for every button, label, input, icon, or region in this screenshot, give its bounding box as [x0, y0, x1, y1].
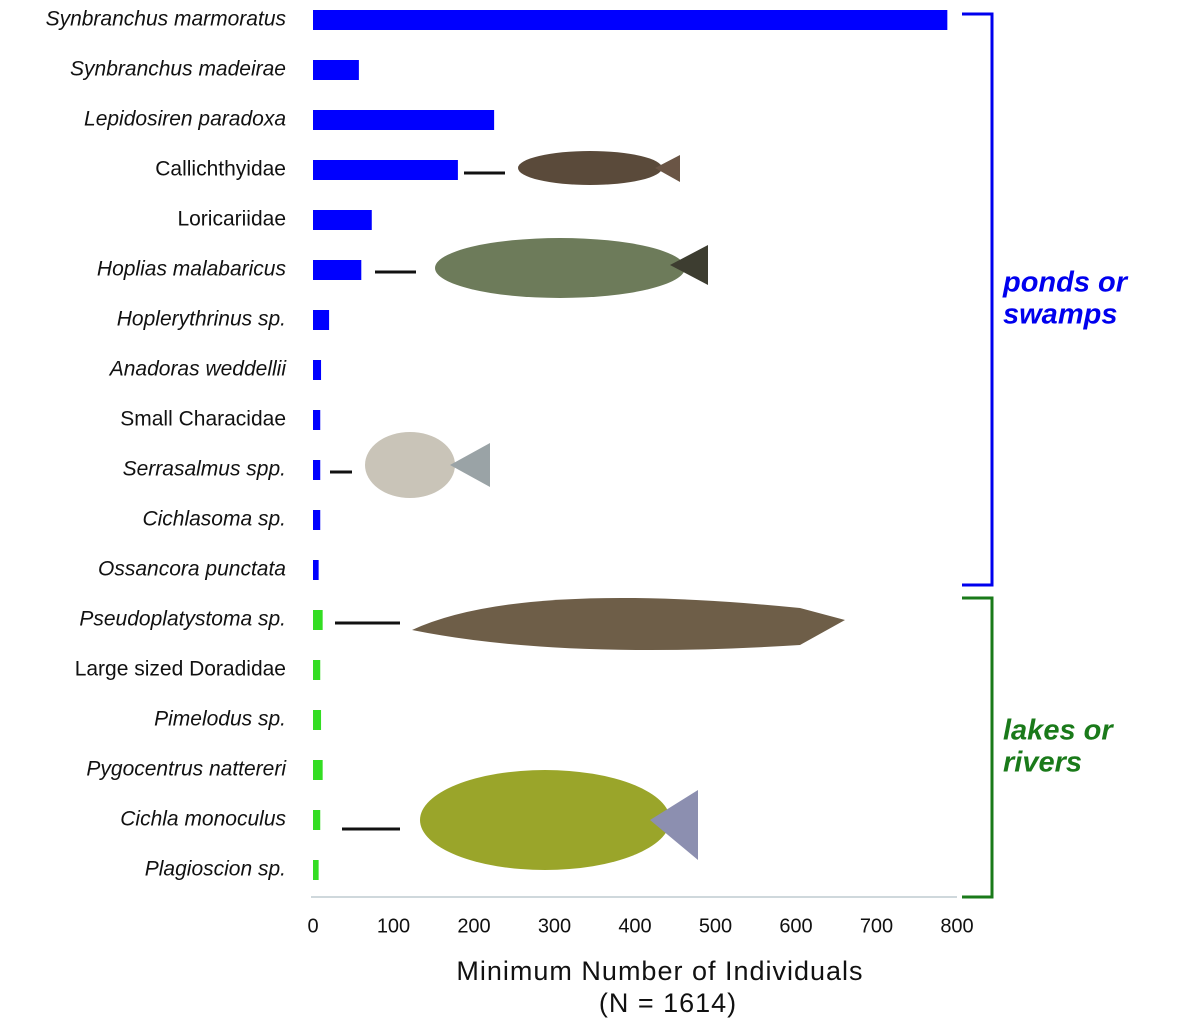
y-tick-label: Serrasalmus spp. [123, 458, 286, 481]
y-tick-label: Plagioscion sp. [145, 858, 286, 881]
y-tick-label: Large sized Doradidae [75, 658, 286, 681]
bar [313, 860, 319, 880]
y-tick-label: Pimelodus sp. [154, 708, 286, 731]
bar [313, 560, 319, 580]
x-tick-label: 100 [377, 915, 410, 937]
bar [313, 260, 361, 280]
bar [313, 610, 323, 630]
bar [313, 360, 321, 380]
bar [313, 110, 494, 130]
y-tick-label: Hoplias malabaricus [97, 258, 287, 281]
x-tick-label: 200 [457, 915, 490, 937]
x-tick-label: 0 [307, 915, 318, 937]
bar [313, 60, 359, 80]
y-tick-label: Pseudoplatystoma sp. [79, 608, 286, 631]
y-tick-label: Loricariidae [177, 208, 286, 231]
chart: Minimum Number of Individuals (N = 1614)… [0, 0, 1179, 1020]
x-tick-label: 300 [538, 915, 571, 937]
group-bracket [962, 14, 992, 585]
x-tick-label: 400 [618, 915, 651, 937]
bar [313, 460, 320, 480]
group-bracket [962, 598, 992, 897]
y-tick-label: Ossancora punctata [98, 558, 286, 581]
x-tick-label: 700 [860, 915, 893, 937]
bar [313, 210, 372, 230]
bar [313, 760, 323, 780]
y-tick-label: Cichla monoculus [120, 808, 286, 831]
bar [313, 410, 320, 430]
x-tick-label: 600 [779, 915, 812, 937]
y-tick-label: Cichlasoma sp. [142, 508, 286, 531]
y-tick-label: Small Characidae [120, 408, 286, 431]
x-tick-label: 500 [699, 915, 732, 937]
y-tick-label: Lepidosiren paradoxa [84, 108, 286, 131]
x-tick-label: 800 [940, 915, 973, 937]
fish-illustrations [330, 151, 845, 870]
bar [313, 710, 321, 730]
bar [313, 10, 947, 30]
bar [313, 310, 329, 330]
y-tick-label: Hoplerythrinus sp. [117, 308, 286, 331]
bar [313, 510, 320, 530]
bar [313, 160, 458, 180]
y-tick-label: Anadoras weddellii [108, 358, 288, 381]
y-tick-label: Synbranchus marmoratus [46, 8, 287, 31]
bar [313, 660, 320, 680]
y-tick-label: Callichthyidae [155, 158, 286, 181]
y-tick-label: Pygocentrus nattereri [86, 758, 287, 781]
x-axis-note: (N = 1614) [599, 988, 737, 1018]
y-tick-label: Synbranchus madeirae [70, 58, 286, 81]
x-axis-label: Minimum Number of Individuals [456, 956, 863, 986]
bar [313, 810, 320, 830]
